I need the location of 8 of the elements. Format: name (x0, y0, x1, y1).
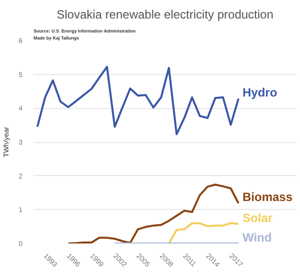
series-label: Wind (242, 230, 272, 244)
series-label: Solar (242, 210, 273, 225)
line-series (36, 66, 240, 136)
line-series (67, 184, 240, 244)
series-label: Biomass (242, 190, 293, 204)
line-series (168, 222, 240, 244)
chart-title: Slovakia renewable electricity production (56, 8, 274, 22)
series-label: Hydro (242, 86, 278, 100)
